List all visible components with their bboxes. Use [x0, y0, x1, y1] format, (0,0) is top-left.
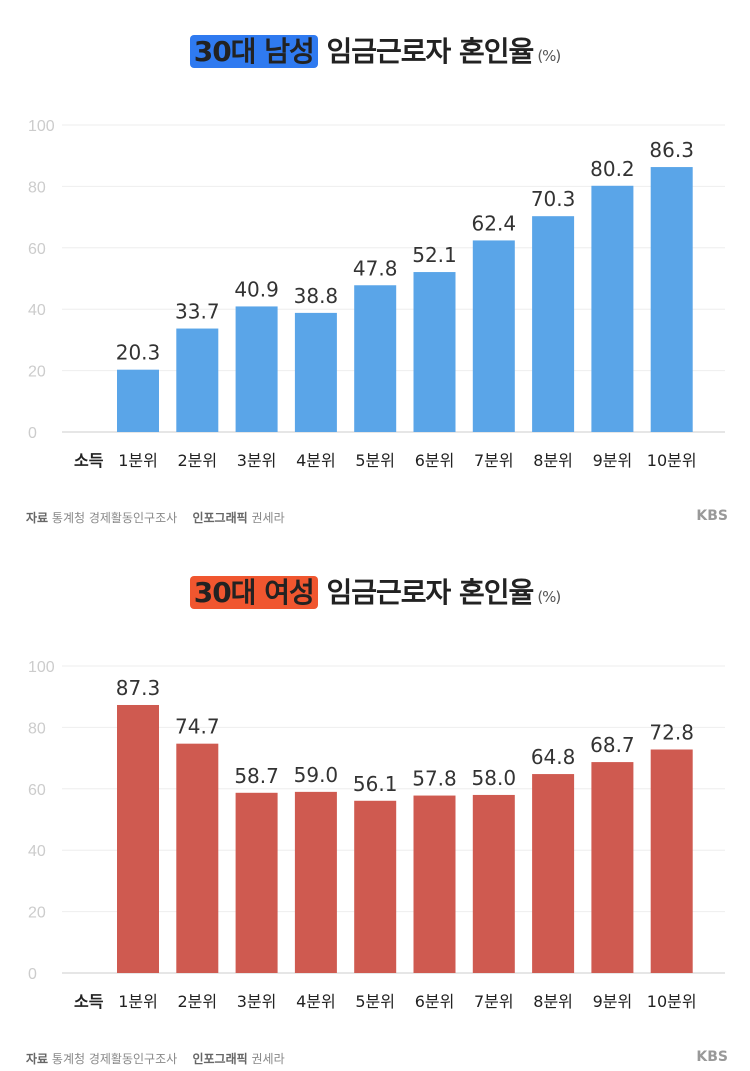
- title-highlight: 30대 남성: [189, 35, 318, 68]
- y-tick-label: 100: [28, 659, 55, 676]
- x-tick-label: 3분위: [237, 992, 277, 1011]
- bar: [532, 216, 575, 432]
- x-tick-label: 8분위: [533, 992, 573, 1011]
- x-axis-label: 소득: [74, 451, 104, 470]
- x-tick-label: 6분위: [415, 451, 455, 470]
- data-label: 68.7: [590, 733, 635, 757]
- bar: [176, 328, 219, 432]
- chart-title: 30대 여성 임금근로자 혼인율 (%): [0, 571, 750, 611]
- y-tick-label: 80: [28, 179, 46, 196]
- y-tick-label: 60: [28, 241, 46, 258]
- bar: [413, 272, 456, 432]
- data-label: 87.3: [116, 676, 161, 700]
- x-tick-label: 9분위: [593, 992, 633, 1011]
- graphic-label: 인포그래픽: [192, 1052, 248, 1066]
- bar: [117, 369, 159, 432]
- title-text: 임금근로자 혼인율: [326, 35, 534, 68]
- female-bar-chart: 0 20 40 60 80 100 소득 87.3 1분위 74.7 2분위 58.7 3분위 59.0 4…: [28, 659, 725, 1011]
- bar: [413, 795, 456, 973]
- kbs-logo: KBS: [696, 508, 728, 524]
- x-tick-label: 8분위: [533, 451, 573, 470]
- bar: [650, 749, 693, 973]
- source-text: 통계청 경제활동인구조사: [51, 511, 178, 525]
- data-label: 47.8: [353, 256, 398, 280]
- title-unit: (%): [537, 588, 561, 606]
- kbs-logo: KBS: [696, 1049, 728, 1065]
- y-tick-label: 100: [28, 118, 55, 135]
- source-label: 자료: [26, 511, 49, 525]
- chart-title: 30대 남성 임금근로자 혼인율 (%): [0, 30, 750, 70]
- x-tick-label: 7분위: [474, 992, 514, 1011]
- footer: 자료 통계청 경제활동인구조사 인포그래픽 권세라: [26, 509, 285, 526]
- y-tick-label: 40: [28, 302, 46, 319]
- data-label: 59.0: [294, 763, 339, 787]
- data-label: 58.0: [472, 766, 517, 790]
- bar: [294, 791, 337, 973]
- bar: [472, 794, 515, 973]
- y-tick-label: 0: [28, 966, 37, 983]
- bar: [235, 306, 278, 432]
- x-tick-label: 7분위: [474, 451, 514, 470]
- graphic-label: 인포그래픽: [192, 511, 248, 525]
- y-tick-label: 80: [28, 720, 46, 737]
- male-bar-chart: 0 20 40 60 80 100 소득 20.3 1분위 33.7 2분위 40.9 3분위 38.8 4…: [28, 118, 725, 470]
- x-tick-label: 9분위: [593, 451, 633, 470]
- data-label: 40.9: [234, 277, 279, 301]
- data-label: 56.1: [353, 772, 398, 796]
- data-label: 52.1: [412, 243, 457, 267]
- graphic-credit: 권세라: [251, 1052, 285, 1066]
- x-tick-label: 1분위: [118, 992, 158, 1011]
- data-label: 72.8: [649, 721, 694, 745]
- source-label: 자료: [26, 1052, 49, 1066]
- bar: [354, 800, 397, 973]
- title-highlight: 30대 여성: [189, 576, 318, 609]
- bar: [235, 792, 278, 973]
- y-tick-label: 0: [28, 425, 37, 442]
- bar: [591, 185, 634, 432]
- title-unit: (%): [537, 47, 561, 65]
- y-tick-label: 20: [28, 364, 46, 381]
- bar: [532, 774, 575, 973]
- y-tick-label: 40: [28, 843, 46, 860]
- y-tick-label: 20: [28, 905, 46, 922]
- data-label: 64.8: [531, 745, 576, 769]
- bar: [117, 704, 159, 973]
- bar: [650, 167, 693, 432]
- data-label: 70.3: [531, 187, 576, 211]
- x-tick-label: 3분위: [237, 451, 277, 470]
- data-label: 74.7: [175, 715, 220, 739]
- x-axis-label: 소득: [74, 992, 104, 1011]
- bar: [472, 240, 515, 432]
- data-label: 62.4: [472, 211, 517, 235]
- footer: 자료 통계청 경제활동인구조사 인포그래픽 권세라: [26, 1050, 285, 1067]
- data-label: 86.3: [649, 138, 694, 162]
- bar: [354, 285, 397, 432]
- data-label: 57.8: [412, 767, 457, 791]
- bar: [591, 762, 634, 973]
- x-tick-label: 4분위: [296, 992, 336, 1011]
- x-tick-label: 10분위: [647, 992, 697, 1011]
- x-tick-label: 5분위: [355, 451, 395, 470]
- x-tick-label: 2분위: [177, 992, 217, 1011]
- x-tick-label: 10분위: [647, 451, 697, 470]
- x-tick-label: 1분위: [118, 451, 158, 470]
- y-tick-label: 60: [28, 782, 46, 799]
- male-chart-panel: 30대 남성 임금근로자 혼인율 (%) 0 20 40 60 80 100 소득 20.3 1분…: [0, 30, 750, 526]
- data-label: 20.3: [116, 341, 161, 365]
- data-label: 58.7: [234, 764, 279, 788]
- x-tick-label: 6분위: [415, 992, 455, 1011]
- source-text: 통계청 경제활동인구조사: [51, 1052, 178, 1066]
- data-label: 33.7: [175, 300, 220, 324]
- bar: [176, 743, 219, 973]
- female-chart-panel: 30대 여성 임금근로자 혼인율 (%) 0 20 40 60 80 100 소득 87.3 1분…: [0, 541, 750, 1071]
- x-tick-label: 4분위: [296, 451, 336, 470]
- data-label: 38.8: [294, 284, 339, 308]
- title-text: 임금근로자 혼인율: [326, 576, 534, 609]
- x-tick-label: 5분위: [355, 992, 395, 1011]
- bar: [294, 312, 337, 432]
- data-label: 80.2: [590, 157, 635, 181]
- graphic-credit: 권세라: [251, 511, 285, 525]
- x-tick-label: 2분위: [177, 451, 217, 470]
